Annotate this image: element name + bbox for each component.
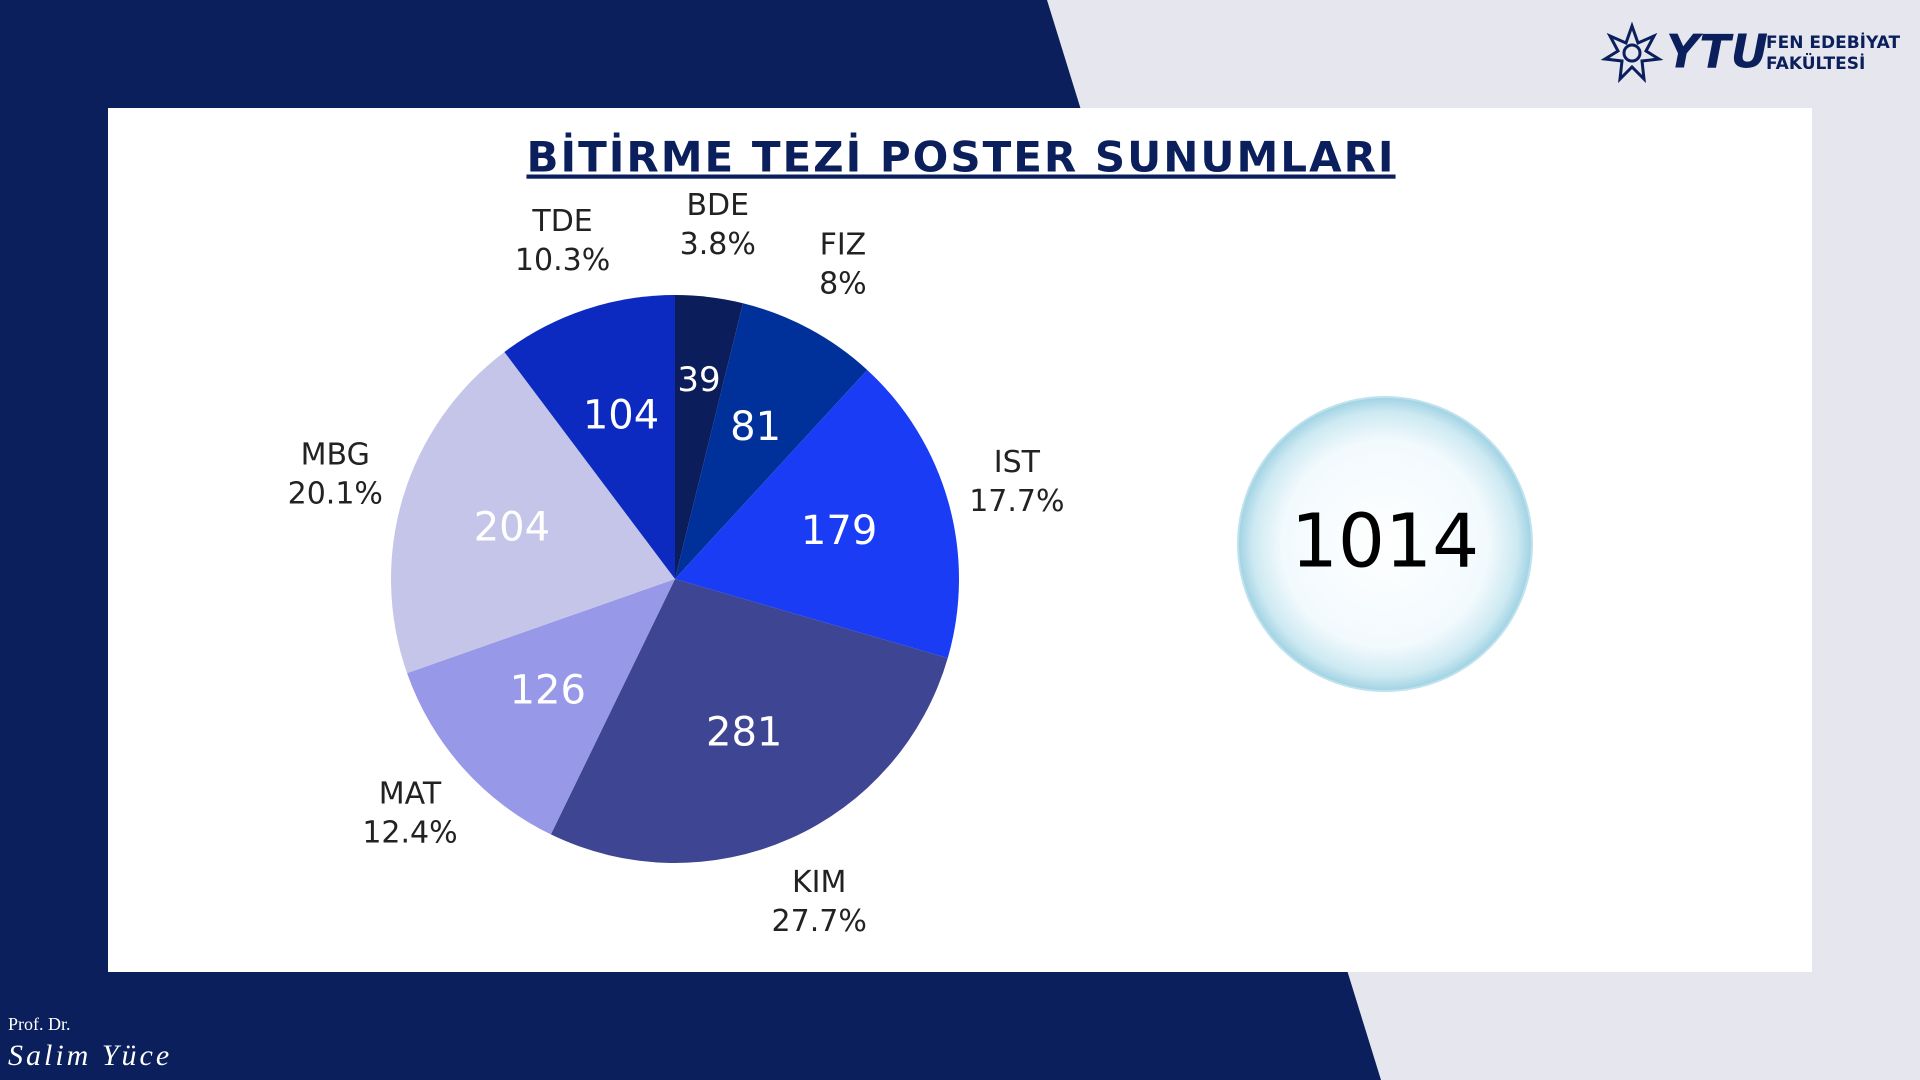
slice-percent: 20.1% [288, 477, 383, 512]
logo: YTU FEN EDEBİYAT FAKÜLTESİ [1600, 21, 1901, 84]
total-value: 1014 [1291, 499, 1479, 585]
slice-value: 179 [801, 508, 877, 554]
slice-percent: 8% [819, 267, 867, 302]
slice-value: 39 [677, 360, 720, 400]
pie-slice [390, 351, 675, 674]
slice-percent: 12.4% [362, 816, 457, 851]
slice-category: IST [994, 445, 1041, 480]
pie-slice [675, 295, 743, 579]
slice-percent: 27.7% [772, 904, 867, 939]
faculty-name: FAKÜLTESİ [1766, 52, 1865, 74]
pie: 39 BDE 3.8% 81 FIZ 8% 179 IST 17.7% 281 KIM 27.7% 12… [288, 188, 1065, 939]
slice-category: TDE [531, 204, 592, 239]
slice-value: 281 [706, 710, 782, 756]
slice-value: 126 [510, 667, 586, 713]
slice-percent: 10.3% [515, 243, 610, 278]
author-title: Prof. Dr. [8, 1014, 71, 1034]
logo-text: YTU [1666, 25, 1768, 79]
slice-percent: 17.7% [969, 484, 1064, 519]
pie-slice [675, 369, 959, 659]
slice-percent: 3.8% [680, 227, 756, 262]
slice-value: 204 [474, 505, 550, 551]
slice-category: MBG [301, 438, 370, 473]
logo-star [1600, 21, 1664, 84]
slice-category: BDE [686, 188, 749, 223]
pie-slice [407, 579, 675, 835]
slice-category: KIM [792, 865, 846, 900]
slice-value: 81 [730, 404, 781, 450]
pie-slice [504, 295, 675, 579]
slice-category: MAT [379, 777, 442, 812]
pie-slice [675, 303, 868, 579]
pie-slice [550, 579, 948, 863]
slice-category: FIZ [820, 228, 867, 263]
author-name: Salim Yüce [8, 1039, 172, 1072]
bubble [1237, 396, 1533, 692]
faculty-name: FEN EDEBİYAT [1766, 31, 1901, 53]
slice-value: 104 [583, 392, 659, 438]
chart-title: BİTİRME TEZİ POSTER SUNUMLARI [526, 132, 1395, 182]
